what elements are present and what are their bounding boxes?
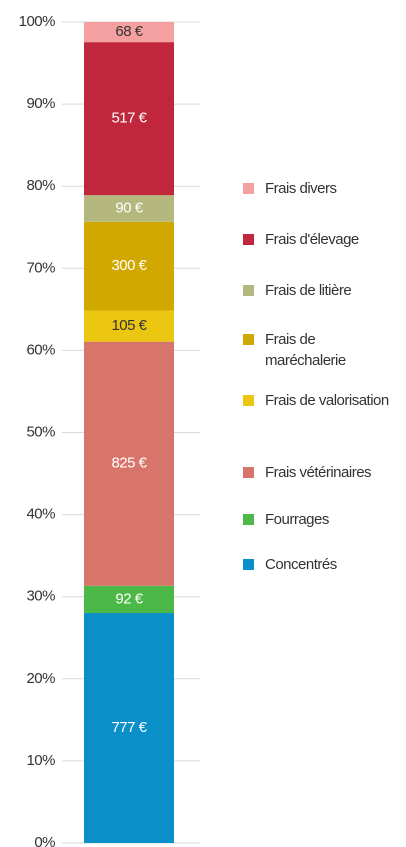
y-tick-label: 90% (26, 95, 55, 112)
data-label: 68 € (115, 23, 143, 40)
y-tick-label: 60% (26, 341, 55, 358)
legend-label: Frais de valorisation (265, 392, 389, 409)
bar-segment (84, 195, 174, 222)
legend-item: Fourrages (243, 510, 389, 530)
legend-item: Frais de maréchalerie (243, 330, 389, 371)
data-label: 777 € (111, 719, 147, 736)
bar-segment (84, 341, 174, 586)
y-tick-label: 100% (19, 13, 56, 30)
legend-label: Frais d'élevage (265, 231, 359, 248)
legend-label: Frais vétérinaires (265, 464, 372, 481)
legend-label: Concentrés (265, 556, 337, 573)
legend-item: Frais de valorisation (243, 391, 389, 411)
bar-segment (84, 585, 174, 614)
legend-swatch (243, 395, 254, 406)
bar-segment (84, 613, 174, 843)
data-label: 825 € (111, 455, 147, 472)
legend-item: Frais d'élevage (243, 230, 389, 250)
y-tick-label: 50% (26, 423, 55, 440)
data-label: 92 € (115, 590, 143, 607)
legend-swatch (243, 467, 254, 478)
legend-item: Frais de litière (243, 281, 389, 301)
y-tick-label: 10% (26, 752, 55, 769)
data-label: 300 € (111, 257, 147, 274)
bar-segment (84, 310, 174, 342)
legend-swatch (243, 514, 254, 525)
legend-swatch (243, 285, 254, 296)
y-tick-label: 20% (26, 670, 55, 687)
y-tick-label: 0% (34, 834, 55, 847)
legend-item: Concentrés (243, 555, 389, 575)
data-label: 90 € (115, 199, 143, 216)
legend-swatch (243, 234, 254, 245)
legend-swatch (243, 559, 254, 570)
bar-segment (84, 22, 174, 43)
y-tick-label: 70% (26, 259, 55, 276)
y-tick-label: 30% (26, 588, 55, 605)
bar-segment (84, 42, 174, 196)
y-tick-label: 40% (26, 506, 55, 523)
y-tick-label: 80% (26, 177, 55, 194)
legend-label: Fourrages (265, 511, 329, 528)
legend-label: Frais de maréchalerie (265, 331, 346, 369)
legend-item: Frais divers (243, 179, 389, 199)
data-label: 517 € (111, 110, 147, 127)
legend-label: Frais de litière (265, 282, 352, 299)
bar-segment (84, 221, 174, 311)
legend-label: Frais divers (265, 180, 337, 197)
legend-swatch (243, 183, 254, 194)
legend-swatch (243, 334, 254, 345)
legend-item: Frais vétérinaires (243, 463, 389, 483)
data-label: 105 € (111, 317, 147, 334)
